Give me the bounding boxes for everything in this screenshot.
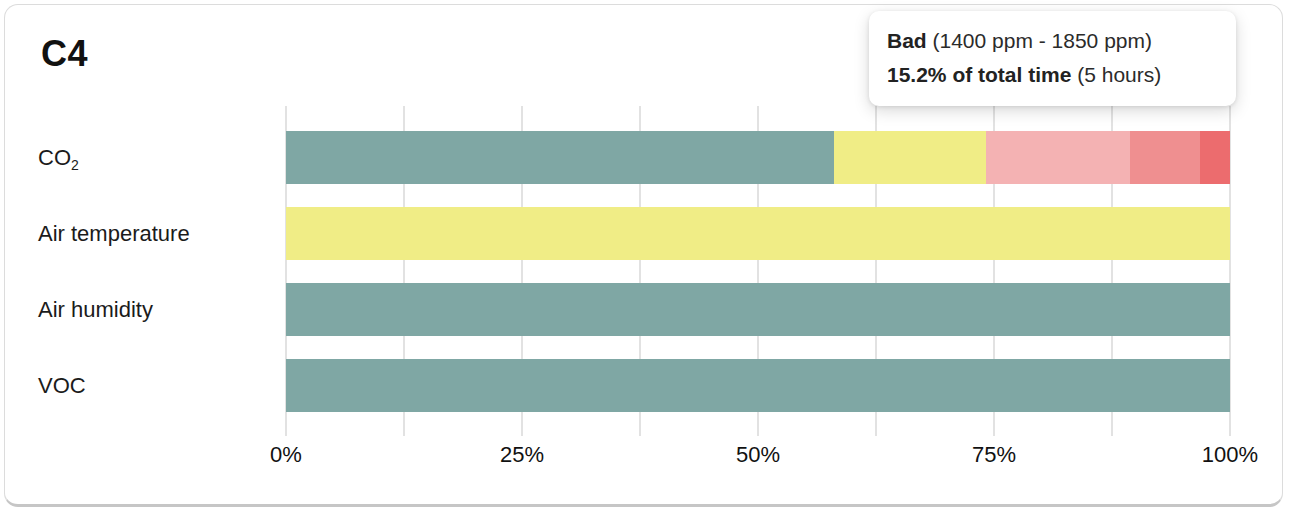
tooltip-level-label: Bad (887, 29, 927, 52)
tooltip: Bad (1400 ppm - 1850 ppm) 15.2% of total… (869, 11, 1236, 106)
x-axis-tick-label: 25% (500, 442, 544, 468)
bar-segment-fair[interactable] (834, 131, 986, 184)
bar-segment-bad-dark[interactable] (1200, 131, 1230, 184)
category-label-co2: CO2 (38, 145, 79, 171)
tooltip-line-range: Bad (1400 ppm - 1850 ppm) (887, 24, 1218, 58)
x-axis-tick-label: 100% (1202, 442, 1258, 468)
x-axis-tick-label: 0% (270, 442, 302, 468)
tooltip-hours-text: (5 hours) (1071, 63, 1161, 86)
room-card: C4 CO2Air temperatureAir humidityVOC 0%2… (4, 4, 1283, 507)
bar-row-air-temperature (286, 207, 1230, 260)
bar-row-voc (286, 359, 1230, 412)
bar-segment-fair[interactable] (286, 207, 1230, 260)
x-axis-tick-label: 50% (736, 442, 780, 468)
tooltip-line-time: 15.2% of total time (5 hours) (887, 58, 1218, 92)
tooltip-percent-label: 15.2% of total time (887, 63, 1071, 86)
bar-row-air-humidity (286, 283, 1230, 336)
bar-segment-good[interactable] (286, 283, 1230, 336)
x-axis-tick-label: 75% (972, 442, 1016, 468)
bar-segment-bad-medium[interactable] (1130, 131, 1200, 184)
bar-segment-bad-light[interactable] (986, 131, 1129, 184)
category-label-air-temperature: Air temperature (38, 221, 190, 247)
chart-plot-area: 0%25%50%75%100% (286, 106, 1230, 436)
bar-row-co2 (286, 131, 1230, 184)
bar-segment-good[interactable] (286, 131, 834, 184)
tooltip-range-text: (1400 ppm - 1850 ppm) (927, 29, 1152, 52)
category-label-air-humidity: Air humidity (38, 297, 153, 323)
category-label-voc: VOC (38, 373, 86, 399)
category-labels: CO2 Air temperature Air humidity VOC (5, 5, 286, 436)
bar-segment-good[interactable] (286, 359, 1230, 412)
